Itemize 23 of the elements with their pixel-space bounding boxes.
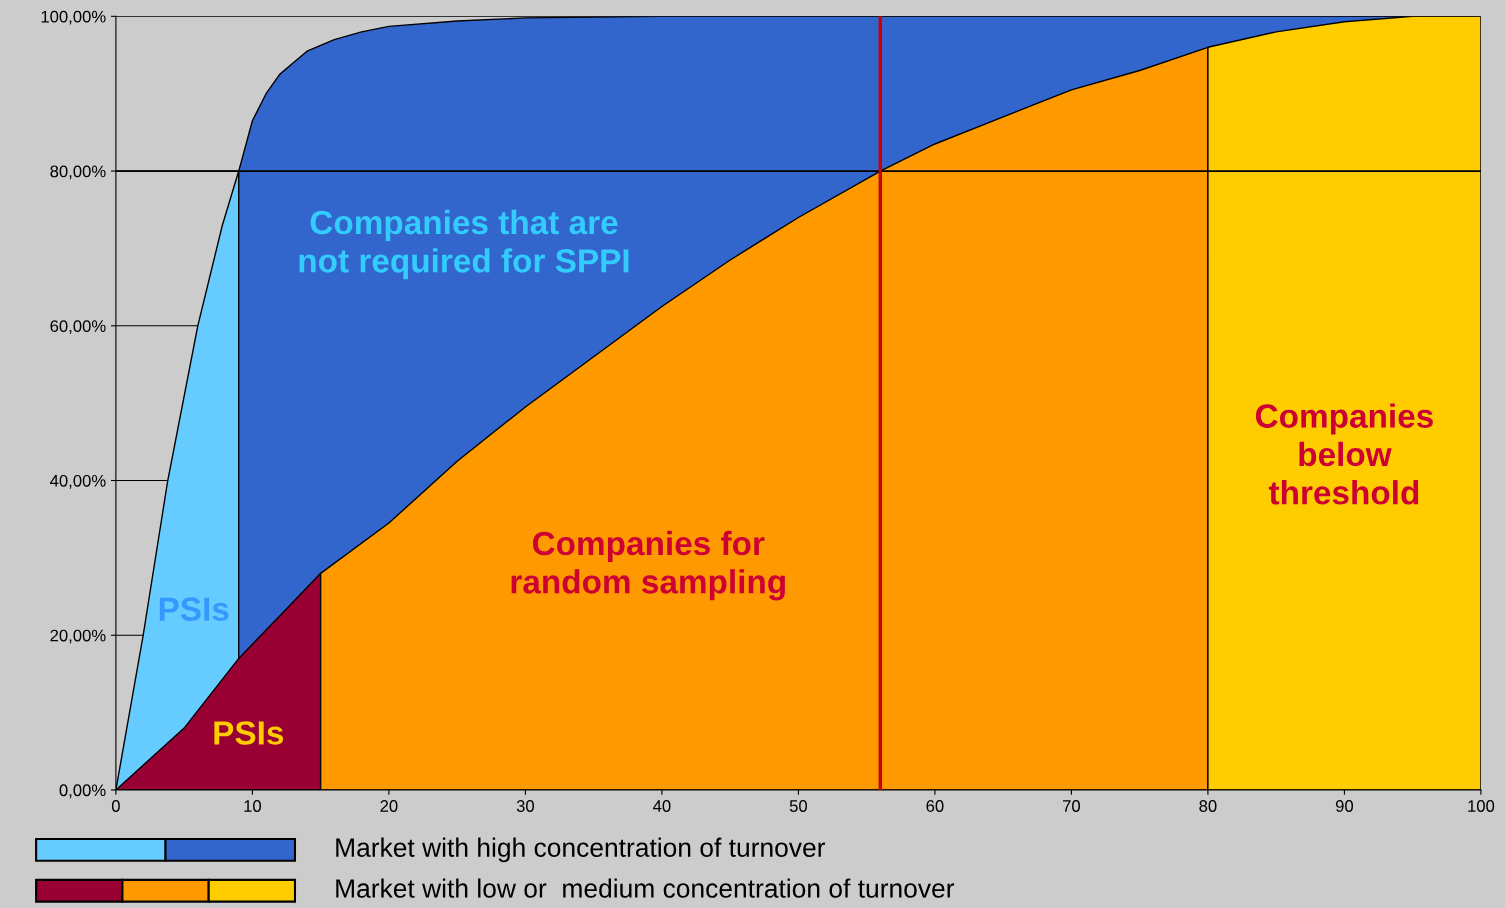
annotation: Companies for random sampling bbox=[511, 530, 785, 601]
text: Market with low or medium concentration of turnover bbox=[336, 878, 955, 898]
text: Market with high concentration of turnover bbox=[336, 837, 826, 863]
y-tick-label: 20,00% bbox=[50, 629, 106, 644]
y-tick-label: 100,00% bbox=[41, 10, 106, 25]
x-tick-label: 0 bbox=[111, 800, 120, 812]
x-tick-label: 70 bbox=[1063, 800, 1081, 812]
x-tick-label: 100 bbox=[1468, 800, 1495, 812]
x-tick-label: 90 bbox=[1335, 800, 1354, 812]
x-tick-label: 20 bbox=[380, 800, 398, 812]
x-tick-label: 80 bbox=[1199, 800, 1217, 812]
annotation: Companies that are not required for SPPI bbox=[299, 209, 629, 280]
y-tick-label: 40,00% bbox=[50, 474, 106, 489]
y-tick-label: 60,00% bbox=[50, 320, 106, 334]
annotation: Companies below threshold bbox=[1255, 403, 1433, 505]
x-tick-label: 30 bbox=[516, 800, 535, 812]
x-tick-label: 50 bbox=[789, 800, 808, 812]
x-tick-label: 10 bbox=[244, 800, 262, 812]
x-tick-label: 60 bbox=[926, 800, 944, 812]
x-tick-label: 40 bbox=[653, 800, 671, 812]
y-tick-label: 0,00% bbox=[59, 784, 106, 799]
y-tick-label: 80,00% bbox=[50, 165, 106, 180]
annotation: PSIs bbox=[214, 721, 284, 745]
